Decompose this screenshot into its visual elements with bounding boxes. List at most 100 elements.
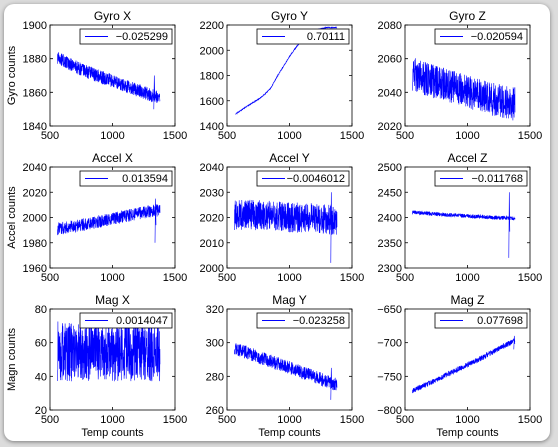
y-tick-label: 2020	[200, 213, 224, 225]
y-tick-label: 1840	[23, 121, 47, 133]
legend-entry: 0.0014047	[116, 315, 168, 327]
y-tick-label: 2000	[23, 213, 47, 225]
subplot-mag-y: 500 1000 1500 260 280 300 320 Mag Y Temp counts −…	[206, 293, 365, 439]
y-tick-label: 2040	[378, 87, 402, 99]
y-tick-label: 1900	[23, 20, 47, 32]
legend: 0.0014047	[79, 312, 173, 329]
y-tick-label: 2000	[200, 263, 224, 275]
subplot-title: Mag X	[95, 293, 130, 307]
legend: 0.013594	[79, 170, 173, 187]
x-tick-label: 500	[396, 414, 414, 426]
x-tick-label: 1000	[277, 414, 301, 426]
data-series-line	[234, 192, 338, 263]
data-series-line	[57, 198, 161, 243]
x-tick-label: 1500	[340, 272, 364, 284]
legend-box	[434, 170, 528, 187]
legend-box	[79, 28, 173, 45]
y-tick-label: 80	[35, 304, 47, 316]
subplot-accel-x: 500 1000 1500 1960 1980 2000 2020 2040 Accel X Ac…	[6, 151, 187, 284]
legend: −0.025299	[79, 28, 173, 45]
subplot-title: Gyro X	[94, 9, 131, 23]
legend-box	[434, 28, 528, 45]
legend-box	[434, 312, 528, 329]
y-tick-label: 1600	[200, 96, 224, 108]
x-tick-label: 500	[218, 272, 236, 284]
x-tick-label: 1500	[163, 272, 187, 284]
data-series-line	[234, 343, 338, 400]
x-tick-label: 1000	[100, 130, 124, 142]
x-tick-label: 500	[396, 272, 414, 284]
subplot-accel-y: 500 1000 1500 2000 2010 2020 2030 2040 Accel Y −0…	[200, 151, 365, 284]
x-tick-label: 500	[396, 130, 414, 142]
legend-entry: 0.013594	[122, 173, 168, 185]
x-tick-label: 1500	[163, 414, 187, 426]
x-axis-label: Temp counts	[436, 427, 499, 439]
legend: 0.077698	[434, 312, 528, 329]
y-tick-label: 1980	[23, 238, 47, 250]
y-tick-label: 2400	[378, 213, 402, 225]
y-tick-label: 60	[35, 338, 47, 350]
y-tick-label: −750	[377, 371, 402, 383]
y-axis-label: Gyro counts	[6, 45, 18, 105]
x-tick-label: 1500	[163, 130, 187, 142]
x-tick-label: 1000	[277, 272, 301, 284]
subplot-mag-z: 500 1000 1500 −800 −750 −700 −650 Mag Z Temp cou…	[377, 293, 542, 439]
subplot-title: Accel Y	[269, 151, 309, 165]
y-tick-label: 2200	[200, 20, 224, 32]
data-series-line	[57, 320, 161, 382]
figure: 500 1000 1500 1840 1860 1880 1900 Gyro X Gyro co…	[4, 4, 550, 441]
legend: −0.020594	[434, 28, 528, 45]
legend: −0.011768	[434, 170, 528, 187]
y-tick-label: 2450	[378, 187, 402, 199]
subplot-title: Gyro Y	[271, 9, 308, 23]
legend-box	[256, 170, 350, 187]
subplot-accel-z: 500 1000 1500 2300 2350 2400 2450 2500 Accel Z −0…	[378, 151, 543, 284]
legend-entry: 0.077698	[477, 315, 523, 327]
y-tick-label: 280	[206, 371, 224, 383]
y-tick-label: 2040	[200, 162, 224, 174]
y-tick-label: 2500	[378, 162, 402, 174]
legend-box	[256, 28, 350, 45]
y-axis-label: Magn counts	[6, 328, 18, 391]
legend-entry: −0.023258	[293, 315, 345, 327]
subplot-title: Mag Y	[272, 293, 306, 307]
x-tick-label: 500	[218, 130, 236, 142]
legend-box	[256, 312, 350, 329]
subplot-title: Accel X	[92, 151, 133, 165]
y-tick-label: 320	[206, 304, 224, 316]
legend: −0.023258	[256, 312, 350, 329]
x-tick-label: 1500	[518, 130, 542, 142]
y-tick-label: 2060	[378, 54, 402, 66]
y-tick-label: 2030	[200, 187, 224, 199]
x-tick-label: 1000	[100, 414, 124, 426]
x-tick-label: 1000	[100, 272, 124, 284]
x-tick-label: 1500	[340, 130, 364, 142]
legend-entry: −0.0046012	[287, 173, 345, 185]
legend-entry: −0.025299	[116, 31, 168, 43]
subplot-title: Mag Z	[450, 293, 484, 307]
y-tick-label: −650	[377, 304, 402, 316]
data-series-line	[412, 58, 516, 121]
data-series-line	[412, 192, 516, 258]
y-tick-label: 1860	[23, 87, 47, 99]
data-series-line	[412, 335, 516, 394]
legend: −0.0046012	[256, 170, 350, 187]
x-tick-label: 1000	[277, 130, 301, 142]
x-tick-label: 500	[41, 130, 59, 142]
y-tick-label: 2010	[200, 238, 224, 250]
y-tick-label: 1800	[200, 71, 224, 83]
subplot-title: Gyro Z	[449, 9, 486, 23]
y-tick-label: 2020	[378, 121, 402, 133]
subplot-gyro-y: 500 1000 1500 1400 1600 1800 2000 2200 Gyro Y 0.7…	[200, 9, 365, 142]
x-tick-label: 1000	[455, 414, 479, 426]
y-tick-label: 2040	[23, 162, 47, 174]
y-axis-label: Accel counts	[6, 186, 18, 249]
subplot-gyro-z: 500 1000 1500 2020 2040 2060 2080 Gyro Z −0.0205…	[378, 9, 543, 142]
y-tick-label: 2350	[378, 238, 402, 250]
x-tick-label: 500	[218, 414, 236, 426]
y-tick-label: 20	[35, 405, 47, 417]
y-tick-label: −700	[377, 338, 402, 350]
plot-canvas: 500 1000 1500 1840 1860 1880 1900 Gyro X Gyro co…	[6, 9, 543, 439]
legend-entry: −0.011768	[472, 173, 524, 185]
x-tick-label: 1000	[455, 272, 479, 284]
